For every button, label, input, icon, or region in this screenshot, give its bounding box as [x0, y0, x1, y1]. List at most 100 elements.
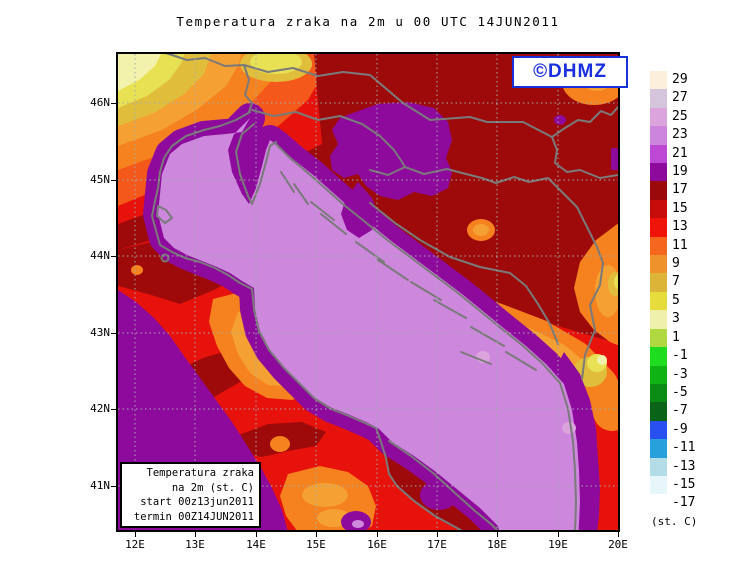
- legend-entry: -1: [650, 347, 695, 366]
- island-kornati: [377, 259, 409, 281]
- x-axis-label: 15E: [306, 538, 326, 551]
- info-line-4: termin 00Z14JUN2011: [133, 510, 254, 523]
- orange-dot-west: [131, 265, 143, 275]
- info-line-1: Temperatura zraka: [146, 467, 254, 479]
- x-axis-tick: [437, 532, 438, 537]
- legend-value: -15: [672, 476, 696, 492]
- yellow-spot-east: [614, 275, 618, 289]
- legend-value: -9: [672, 421, 688, 437]
- legend-entry: 29: [650, 71, 695, 90]
- legend-value: 7: [672, 274, 680, 290]
- x-axis-label: 18E: [487, 538, 507, 551]
- legend-color-swatch: [650, 365, 667, 384]
- y-axis-label: 46N: [90, 96, 110, 109]
- border-croatia-bosnia: [369, 202, 559, 345]
- legend-entry: 15: [650, 199, 695, 219]
- legend-value: -7: [672, 403, 688, 419]
- purple-strip-se: [556, 352, 600, 530]
- legend-color-swatch: [650, 199, 667, 219]
- legend-entry: -7: [650, 402, 695, 421]
- island-dugi-otok: [355, 241, 385, 263]
- y-axis-tick: [111, 103, 116, 104]
- light-orange-spot-mid: [473, 224, 489, 236]
- legend-value: -3: [672, 366, 688, 382]
- purple-dot-ne: [554, 115, 566, 125]
- legend-value: -13: [672, 458, 696, 474]
- x-axis-label: 20E: [608, 538, 628, 551]
- legend-entry: 21: [650, 144, 695, 164]
- legend-value: 11: [672, 237, 688, 253]
- legend-entry: 9: [650, 255, 695, 274]
- legend-color-swatch: [650, 255, 667, 274]
- y-axis-tick: [111, 333, 116, 334]
- y-axis-tick: [111, 486, 116, 487]
- x-axis-tick: [195, 532, 196, 537]
- legend-entry: -17: [650, 494, 696, 513]
- legend-value: 23: [672, 127, 688, 143]
- x-axis-label: 14E: [246, 538, 266, 551]
- legend-value: 15: [672, 200, 688, 216]
- info-line-3: start 00z13jun2011: [140, 496, 254, 508]
- legend-color-swatch: [650, 457, 667, 476]
- legend-entry: 5: [650, 291, 695, 311]
- legend-value: -17: [672, 495, 696, 511]
- legend-value: -5: [672, 384, 688, 400]
- legend-color-swatch: [650, 107, 667, 127]
- legend-value: 29: [672, 72, 688, 87]
- island-cres: [293, 183, 309, 205]
- legend-entry: 1: [650, 328, 695, 348]
- border-slovenia-croatia: [251, 109, 406, 168]
- legend-entry: -15: [650, 475, 696, 495]
- dhmz-logo: ©DHMZ: [512, 56, 628, 88]
- island-hvar: [433, 299, 467, 319]
- coast-dalmatia: [275, 143, 577, 530]
- legend-color-swatch: [650, 218, 667, 237]
- legend-color-swatch: [650, 439, 667, 458]
- legend-entry: 11: [650, 236, 695, 256]
- dhmz-logo-text: ©DHMZ: [533, 61, 607, 82]
- legend-color-swatch: [650, 273, 667, 292]
- legend-entry: -13: [650, 457, 696, 476]
- legend-value: -1: [672, 348, 688, 364]
- x-axis-label: 16E: [367, 538, 387, 551]
- legend-color-swatch: [650, 494, 667, 513]
- pale-yellow-cluster-se: [597, 355, 607, 365]
- legend-entry: -9: [650, 420, 695, 440]
- x-axis-label: 13E: [185, 538, 205, 551]
- island-ring: [160, 253, 170, 263]
- legend-entry: 17: [650, 181, 695, 200]
- legend-entry: -5: [650, 383, 695, 403]
- y-axis-tick: [111, 409, 116, 410]
- x-axis-tick: [256, 532, 257, 537]
- map-title: Temperatura zraka na 2m u 00 UTC 14JUN20…: [176, 14, 560, 29]
- island-krk: [280, 171, 295, 193]
- x-axis-tick: [618, 532, 619, 537]
- legend-color-swatch: [650, 402, 667, 421]
- x-axis-tick: [558, 532, 559, 537]
- island-mljet: [505, 351, 537, 371]
- legend-color-swatch: [650, 383, 667, 403]
- y-axis-label: 43N: [90, 326, 110, 339]
- legend-entry: 13: [650, 218, 695, 237]
- coastlines: [151, 111, 577, 530]
- y-axis-label: 45N: [90, 173, 110, 186]
- coast-istria: [235, 123, 277, 205]
- x-axis-label: 12E: [125, 538, 145, 551]
- legend-colorbar: 29 27 25 23 21 19 17 15 13 11 9 7 5 3 1 -1 -3 -5 -7 -9 -11 -1…: [650, 71, 695, 513]
- temperature-field-map: [116, 52, 620, 532]
- legend-entry: -3: [650, 365, 695, 384]
- legend-entry: 3: [650, 310, 695, 329]
- pink-spot-sea2: [562, 422, 576, 434]
- x-axis-tick: [377, 532, 378, 537]
- island-pag: [310, 201, 335, 221]
- legend-value: 21: [672, 145, 688, 161]
- legend-color-swatch: [650, 310, 667, 329]
- legend-value: 25: [672, 108, 688, 124]
- y-axis-label: 42N: [90, 402, 110, 415]
- band-pale-yellow-nw: [118, 54, 161, 91]
- x-axis-label: 17E: [427, 538, 447, 551]
- x-axis-label: 19E: [548, 538, 568, 551]
- purple-spot-east-edge: [611, 148, 618, 170]
- coast-puglia: [388, 440, 499, 530]
